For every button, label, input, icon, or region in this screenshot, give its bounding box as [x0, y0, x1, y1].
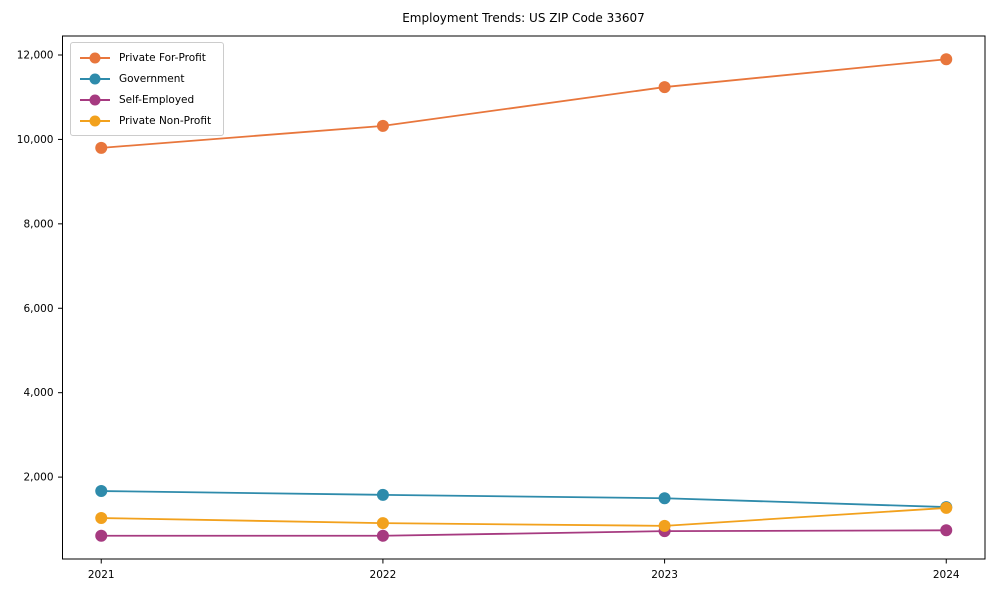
chart-title: Employment Trends: US ZIP Code 33607 — [402, 11, 645, 25]
data-point-government-2021 — [95, 485, 108, 498]
data-point-private-non-profit-2024 — [940, 501, 953, 514]
data-point-private-for-profit-2023 — [658, 81, 671, 94]
axes-frame — [62, 35, 986, 560]
legend-label: Government — [119, 72, 185, 85]
data-point-private-non-profit-2022 — [376, 517, 389, 530]
data-point-government-2023 — [658, 492, 671, 505]
data-point-government-2022 — [376, 488, 389, 501]
data-point-private-for-profit-2021 — [95, 141, 108, 154]
data-point-private-for-profit-2024 — [940, 53, 953, 66]
legend-entry-government: Government — [80, 71, 211, 86]
legend-entry-private-non-profit: Private Non-Profit — [80, 113, 211, 128]
y-tick-label: 8,000 — [23, 218, 53, 230]
legend-line-marker-icon — [80, 115, 110, 127]
series-line-self-employed — [100, 529, 948, 537]
y-tick-label: 12,000 — [17, 49, 54, 61]
y-tick-label: 10,000 — [17, 134, 54, 146]
data-point-self-employed-2022 — [376, 529, 389, 542]
data-point-private-non-profit-2023 — [658, 519, 671, 532]
y-tick-label: 2,000 — [23, 472, 53, 484]
series-line-private-non-profit — [100, 507, 948, 527]
data-point-self-employed-2021 — [95, 529, 108, 542]
series-line-private-for-profit — [100, 58, 948, 149]
data-point-private-non-profit-2021 — [95, 512, 108, 525]
y-tick-label: 4,000 — [23, 387, 53, 399]
data-point-self-employed-2024 — [940, 524, 953, 537]
series-line-government — [100, 490, 948, 508]
legend-label: Private Non-Profit — [119, 114, 212, 127]
legend-line-marker-icon — [80, 94, 110, 106]
x-tick-label: 2024 — [933, 569, 960, 581]
legend-entry-private-for-profit: Private For-Profit — [80, 50, 211, 65]
legend: Private For-Profit Government Self-Employe… — [70, 42, 225, 136]
legend-entry-self-employed: Self-Employed — [80, 92, 211, 107]
x-tick-label: 2023 — [651, 569, 678, 581]
legend-line-marker-icon — [80, 73, 110, 85]
y-tick-label: 6,000 — [23, 303, 53, 315]
x-tick-label: 2021 — [88, 569, 115, 581]
legend-label: Private For-Profit — [119, 51, 206, 64]
x-tick-label: 2022 — [370, 569, 397, 581]
legend-line-marker-icon — [80, 52, 110, 64]
legend-label: Self-Employed — [119, 93, 195, 106]
data-point-private-for-profit-2022 — [376, 119, 389, 132]
